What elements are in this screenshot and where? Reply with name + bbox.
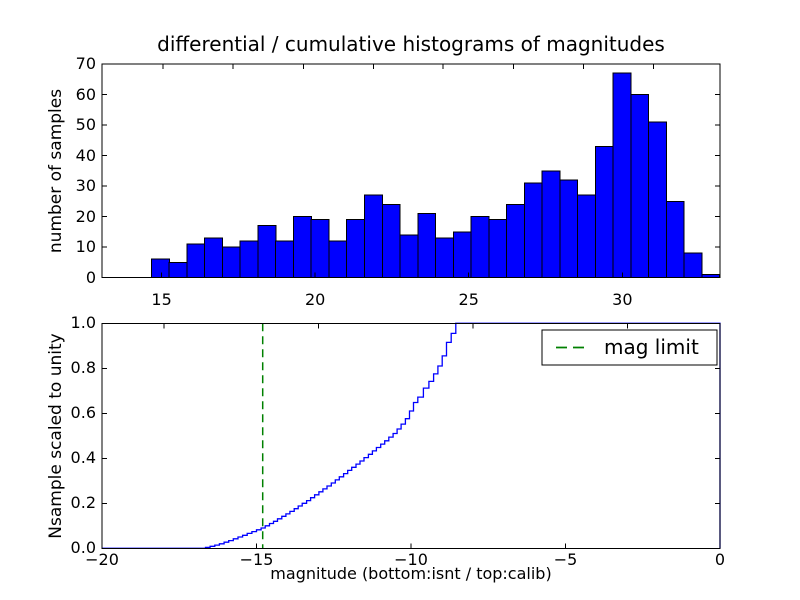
histogram-bar bbox=[257, 225, 277, 278]
histogram-bar bbox=[648, 121, 667, 278]
histogram-bar bbox=[630, 94, 650, 278]
histogram-bar bbox=[470, 216, 490, 278]
histogram-bar bbox=[417, 212, 437, 278]
top-subplot-frame bbox=[101, 63, 721, 278]
histogram-bar bbox=[168, 261, 188, 279]
histogram-bar bbox=[381, 203, 401, 278]
histogram-bar bbox=[310, 219, 330, 279]
histogram-bar bbox=[488, 219, 508, 279]
histogram-bar bbox=[222, 246, 241, 278]
histogram-bar bbox=[328, 240, 348, 278]
histogram-bar bbox=[204, 237, 223, 279]
histogram-bar bbox=[293, 216, 312, 278]
histogram-bar bbox=[364, 194, 383, 279]
histogram-bar bbox=[523, 182, 543, 278]
histogram-bar bbox=[506, 203, 525, 278]
histogram-bar bbox=[577, 194, 596, 279]
histogram-bar bbox=[435, 237, 454, 279]
legend-box bbox=[541, 329, 718, 366]
histogram-bar bbox=[399, 234, 419, 279]
histogram-bar bbox=[665, 200, 685, 279]
histogram-bar bbox=[186, 243, 206, 278]
histogram-bar bbox=[275, 240, 294, 278]
histogram-bar bbox=[239, 240, 259, 278]
histogram-bar bbox=[594, 145, 614, 278]
histogram-bar bbox=[541, 170, 561, 279]
cumulative-step-curve bbox=[102, 322, 721, 549]
histogram-bar bbox=[151, 258, 170, 279]
histogram-bar bbox=[452, 231, 472, 279]
histogram-bar bbox=[612, 72, 632, 278]
histogram-bar bbox=[346, 219, 365, 279]
histogram-bar bbox=[559, 179, 579, 278]
histogram-bar bbox=[683, 252, 703, 279]
